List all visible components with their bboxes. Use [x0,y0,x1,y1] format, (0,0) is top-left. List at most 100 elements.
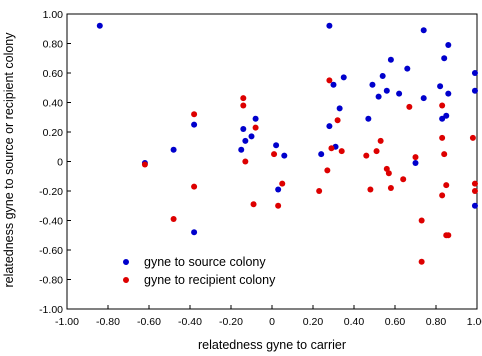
x-axis-label: relatedness gyne to carrier [198,338,346,352]
scatter-point [439,192,446,199]
x-tick-label: -1.00 [55,316,79,328]
scatter-point [437,83,444,90]
legend-label-recipient: gyne to recipient colony [144,273,276,287]
x-tick-label: -0.20 [219,316,243,328]
scatter-point [383,87,390,94]
scatter-point [443,112,450,119]
series-source-colony [96,22,478,236]
x-tick-label: 1.00 [467,316,482,328]
scatter-point [441,151,448,158]
scatter-point [439,134,446,141]
scatter-point [471,202,478,209]
scatter-point [250,201,257,208]
scatter-point [406,103,413,110]
scatter-point [373,148,380,155]
x-tick-label: 0.60 [385,316,406,328]
scatter-point [439,102,446,109]
legend: gyne to source colony gyne to recipient … [123,255,276,287]
scatter-point [238,146,245,153]
scatter-point [377,137,384,144]
scatter-point [191,121,198,128]
series-recipient-colony [141,77,478,265]
scatter-point [281,152,288,159]
y-tick-label: -0.60 [39,245,63,257]
y-tick-label: 0.80 [43,39,64,51]
scatter-point [445,232,452,239]
x-tick-label: -0.60 [137,316,161,328]
scatter-point [324,167,331,174]
scatter-point [326,77,333,84]
scatter-point [340,74,347,81]
legend-marker-recipient [123,277,129,283]
x-tick-label: 0.20 [303,316,324,328]
scatter-point [240,95,247,102]
plot-area [66,13,478,310]
scatter-point [275,202,282,209]
scatter-point [326,22,333,29]
scatter-point [338,148,345,155]
x-tick-label: 0 [269,316,275,328]
x-tick-label: -0.80 [96,316,120,328]
scatter-point [242,137,249,144]
y-tick-label: 0.60 [43,68,64,80]
scatter-point [326,123,333,130]
scatter-point [191,111,198,118]
scatter-point [363,152,370,159]
scatter-point [273,142,280,149]
scatter-point [240,126,247,133]
scatter-point [471,70,478,76]
scatter-point [418,258,425,265]
scatter-point [336,105,343,112]
scatter-point [396,90,403,97]
scatter-point [412,159,419,166]
scatter-point [328,145,335,152]
scatter-point [170,146,177,153]
scatter-point [400,176,407,183]
x-tick-label: -0.40 [178,316,202,328]
y-tick-label: 1.00 [43,9,64,21]
scatter-point [252,124,259,131]
scatter-point [412,154,419,161]
scatter-point [469,134,476,141]
scatter-point [471,87,478,94]
x-axis-ticks: -1.00 -0.80 -0.60 -0.40 -0.20 0 0.20 0.40 0.60 0.… [55,305,482,328]
scatter-point [170,216,177,223]
y-axis-ticks: 1.00 0.80 0.60 0.40 0.20 0 -0.20 -0.40 -0.60 -0.8… [39,9,71,316]
scatter-point [141,161,148,168]
scatter-point [318,151,325,158]
scatter-point [471,180,478,187]
scatter-point [316,188,323,194]
x-tick-label: 0.80 [426,316,447,328]
y-tick-label: -0.40 [39,216,63,228]
scatter-point [279,180,286,187]
scatter-point [330,81,337,88]
scatter-point [248,133,255,140]
scatter-point [252,115,259,122]
scatter-point [443,182,450,189]
scatter-point [387,185,394,192]
x-tick-label: 0.40 [344,316,365,328]
scatter-point [191,183,198,190]
scatter-point [445,90,452,97]
y-tick-label: 0.40 [43,98,64,110]
scatter-point [418,217,425,224]
scatter-point [367,186,374,193]
scatter-point [471,188,478,194]
scatter-point [445,41,452,48]
data-points [96,22,478,265]
y-axis-label: relatedness gyne to source or recipient … [2,32,16,288]
scatter-point [387,56,394,63]
scatter-point [379,72,386,79]
scatter-point [271,151,278,158]
scatter-point [375,93,382,100]
scatter-point [385,170,392,177]
y-tick-label: -1.00 [39,304,63,316]
scatter-point [420,27,427,34]
scatter-point [365,115,372,122]
scatter-point [191,229,198,236]
scatter-point [369,81,376,88]
scatter-point [240,102,247,109]
y-tick-label: -0.80 [39,275,63,287]
legend-marker-source [123,259,129,265]
